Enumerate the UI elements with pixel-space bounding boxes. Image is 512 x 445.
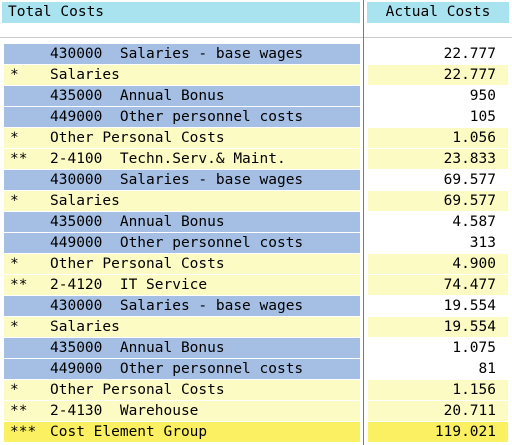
row-label-text: 449000 Other personnel costs bbox=[50, 109, 304, 125]
actual-cost-cell[interactable]: 20.711 bbox=[368, 401, 508, 421]
cost-element-row[interactable]: 435000 Annual Bonus 950 bbox=[0, 86, 512, 107]
actual-cost-cell[interactable]: 950 bbox=[368, 86, 508, 106]
row-label-text: 2-4130 Warehouse bbox=[50, 403, 199, 419]
cost-report-table: 430000 Salaries - base wages 22.777 * Salar… bbox=[0, 44, 512, 443]
row-label-text: 2-4120 IT Service bbox=[50, 277, 208, 293]
row-label-text: 435000 Annual Bonus bbox=[50, 88, 225, 104]
header-divider bbox=[0, 37, 512, 38]
cost-element-row[interactable]: 449000 Other personnel costs 313 bbox=[0, 233, 512, 254]
row-label-cell[interactable]: ** 2-4120 IT Service bbox=[4, 275, 360, 295]
row-label-cell[interactable]: 449000 Other personnel costs bbox=[4, 107, 360, 127]
row-label-cell[interactable]: * Salaries bbox=[4, 317, 360, 337]
row-label-cell[interactable]: * Salaries bbox=[4, 65, 360, 85]
actual-cost-cell[interactable]: 19.554 bbox=[368, 296, 508, 316]
row-label-cell[interactable]: 449000 Other personnel costs bbox=[4, 359, 360, 379]
row-label-text: 430000 Salaries - base wages bbox=[50, 46, 304, 62]
row-label-text: 430000 Salaries - base wages bbox=[50, 172, 304, 188]
grand-total-row[interactable]: *** Cost Element Group 119.021 bbox=[0, 422, 512, 443]
row-label-text: 435000 Annual Bonus bbox=[50, 214, 225, 230]
cost-element-row[interactable]: 430000 Salaries - base wages 22.777 bbox=[0, 44, 512, 65]
actual-cost-cell[interactable]: 105 bbox=[368, 107, 508, 127]
actual-cost-cell[interactable]: 313 bbox=[368, 233, 508, 253]
row-label-text: 2-4100 Techn.Serv.& Maint. bbox=[50, 151, 286, 167]
hierarchy-marker: ** bbox=[10, 151, 28, 167]
row-label-text: 430000 Salaries - base wages bbox=[50, 298, 304, 314]
row-label-cell[interactable]: 430000 Salaries - base wages bbox=[4, 44, 360, 64]
row-label-text: 449000 Other personnel costs bbox=[50, 235, 304, 251]
row-label-cell[interactable]: * Other Personal Costs bbox=[4, 380, 360, 400]
row-label-text: Salaries bbox=[50, 319, 120, 335]
actual-cost-cell[interactable]: 23.833 bbox=[368, 149, 508, 169]
column-header-total-costs[interactable]: Total Costs bbox=[2, 2, 360, 23]
row-label-text: Other Personal Costs bbox=[50, 256, 225, 272]
row-label-cell[interactable]: 435000 Annual Bonus bbox=[4, 338, 360, 358]
actual-cost-cell[interactable]: 1.056 bbox=[368, 128, 508, 148]
actual-cost-cell[interactable]: 81 bbox=[368, 359, 508, 379]
row-label-cell[interactable]: * Other Personal Costs bbox=[4, 128, 360, 148]
cost-element-row[interactable]: 449000 Other personnel costs 105 bbox=[0, 107, 512, 128]
actual-cost-cell[interactable]: 22.777 bbox=[368, 65, 508, 85]
actual-cost-cell[interactable]: 22.777 bbox=[368, 44, 508, 64]
subtotal-row[interactable]: ** 2-4130 Warehouse 20.711 bbox=[0, 401, 512, 422]
hierarchy-marker: * bbox=[10, 382, 19, 398]
column-header-actual-costs[interactable]: Actual Costs bbox=[367, 2, 509, 23]
actual-cost-cell[interactable]: 1.156 bbox=[368, 380, 508, 400]
subtotal-row[interactable]: * Other Personal Costs 1.156 bbox=[0, 380, 512, 401]
actual-cost-cell[interactable]: 119.021 bbox=[368, 422, 508, 442]
actual-cost-cell[interactable]: 69.577 bbox=[368, 191, 508, 211]
hierarchy-marker: * bbox=[10, 193, 19, 209]
cost-element-row[interactable]: 435000 Annual Bonus 1.075 bbox=[0, 338, 512, 359]
row-label-cell[interactable]: 435000 Annual Bonus bbox=[4, 212, 360, 232]
row-label-cell[interactable]: 430000 Salaries - base wages bbox=[4, 170, 360, 190]
actual-cost-cell[interactable]: 74.477 bbox=[368, 275, 508, 295]
hierarchy-marker: * bbox=[10, 130, 19, 146]
row-label-text: Salaries bbox=[50, 193, 120, 209]
row-label-cell[interactable]: * Other Personal Costs bbox=[4, 254, 360, 274]
cost-element-row[interactable]: 435000 Annual Bonus 4.587 bbox=[0, 212, 512, 233]
subtotal-row[interactable]: * Other Personal Costs 1.056 bbox=[0, 128, 512, 149]
row-label-text: Other Personal Costs bbox=[50, 382, 225, 398]
column-divider bbox=[363, 0, 364, 445]
hierarchy-marker: * bbox=[10, 319, 19, 335]
cost-element-row[interactable]: 430000 Salaries - base wages 19.554 bbox=[0, 296, 512, 317]
subtotal-row[interactable]: * Salaries 22.777 bbox=[0, 65, 512, 86]
subtotal-row[interactable]: ** 2-4100 Techn.Serv.& Maint. 23.833 bbox=[0, 149, 512, 170]
hierarchy-marker: * bbox=[10, 67, 19, 83]
row-label-text: Salaries bbox=[50, 67, 120, 83]
subtotal-row[interactable]: * Other Personal Costs 4.900 bbox=[0, 254, 512, 275]
actual-cost-cell[interactable]: 4.900 bbox=[368, 254, 508, 274]
row-label-cell[interactable]: 449000 Other personnel costs bbox=[4, 233, 360, 253]
row-label-text: 449000 Other personnel costs bbox=[50, 361, 304, 377]
hierarchy-marker: ** bbox=[10, 277, 28, 293]
hierarchy-marker: * bbox=[10, 256, 19, 272]
row-label-text: Other Personal Costs bbox=[50, 130, 225, 146]
actual-cost-cell[interactable]: 69.577 bbox=[368, 170, 508, 190]
row-label-cell[interactable]: 430000 Salaries - base wages bbox=[4, 296, 360, 316]
cost-element-row[interactable]: 430000 Salaries - base wages 69.577 bbox=[0, 170, 512, 191]
actual-cost-cell[interactable]: 4.587 bbox=[368, 212, 508, 232]
actual-cost-cell[interactable]: 1.075 bbox=[368, 338, 508, 358]
row-label-cell[interactable]: *** Cost Element Group bbox=[4, 422, 360, 442]
row-label-cell[interactable]: * Salaries bbox=[4, 191, 360, 211]
hierarchy-marker: *** bbox=[10, 424, 37, 440]
cost-element-row[interactable]: 449000 Other personnel costs 81 bbox=[0, 359, 512, 380]
row-label-cell[interactable]: ** 2-4130 Warehouse bbox=[4, 401, 360, 421]
subtotal-row[interactable]: ** 2-4120 IT Service 74.477 bbox=[0, 275, 512, 296]
subtotal-row[interactable]: * Salaries 19.554 bbox=[0, 317, 512, 338]
hierarchy-marker: ** bbox=[10, 403, 28, 419]
row-label-cell[interactable]: ** 2-4100 Techn.Serv.& Maint. bbox=[4, 149, 360, 169]
row-label-text: Cost Element Group bbox=[50, 424, 208, 440]
subtotal-row[interactable]: * Salaries 69.577 bbox=[0, 191, 512, 212]
actual-cost-cell[interactable]: 19.554 bbox=[368, 317, 508, 337]
row-label-cell[interactable]: 435000 Annual Bonus bbox=[4, 86, 360, 106]
row-label-text: 435000 Annual Bonus bbox=[50, 340, 225, 356]
